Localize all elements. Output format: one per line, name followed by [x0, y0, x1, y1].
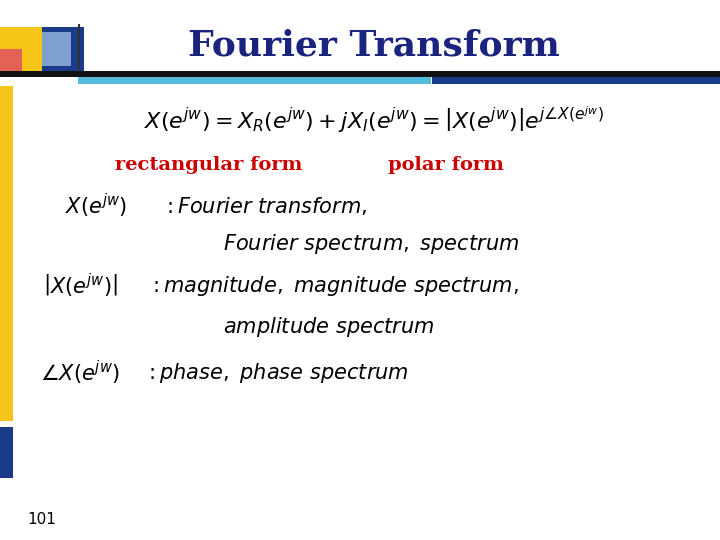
Text: $\mathit{: magnitude,\ magnitude\ spectrum,}$: $\mathit{: magnitude,\ magnitude\ spectr… [148, 274, 518, 298]
FancyBboxPatch shape [78, 24, 80, 76]
Text: Fourier Transform: Fourier Transform [189, 29, 560, 63]
Text: $\mathit{Fourier\ spectrum,\ spectrum}$: $\mathit{Fourier\ spectrum,\ spectrum}$ [223, 232, 519, 256]
Text: $\mathit{: Fourier\ transform,}$: $\mathit{: Fourier\ transform,}$ [162, 195, 367, 217]
FancyBboxPatch shape [0, 427, 13, 478]
Text: $X\left(e^{jw}\right)= X_R\left(e^{jw}\right)+ jX_I\left(e^{jw}\right)=\left|X\l: $X\left(e^{jw}\right)= X_R\left(e^{jw}\r… [145, 105, 604, 135]
FancyBboxPatch shape [432, 76, 720, 84]
Text: rectangular form: rectangular form [115, 156, 302, 174]
Text: 101: 101 [27, 512, 56, 527]
FancyBboxPatch shape [42, 32, 71, 66]
Text: $\angle X\left(e^{jw}\right)$: $\angle X\left(e^{jw}\right)$ [40, 359, 120, 387]
Text: $\mathit{amplitude\ spectrum}$: $\mathit{amplitude\ spectrum}$ [223, 315, 435, 339]
FancyBboxPatch shape [0, 49, 22, 71]
Text: $\left|X\left(e^{jw}\right)\right|$: $\left|X\left(e^{jw}\right)\right|$ [43, 272, 118, 300]
FancyBboxPatch shape [0, 71, 720, 77]
Text: $X\left(e^{jw}\right)$: $X\left(e^{jw}\right)$ [65, 192, 127, 220]
FancyBboxPatch shape [0, 27, 42, 71]
Text: polar form: polar form [389, 156, 504, 174]
FancyBboxPatch shape [0, 86, 13, 421]
Text: $\mathit{: phase,\ phase\ spectrum}$: $\mathit{: phase,\ phase\ spectrum}$ [144, 361, 409, 384]
FancyBboxPatch shape [78, 76, 431, 84]
FancyBboxPatch shape [42, 27, 84, 71]
